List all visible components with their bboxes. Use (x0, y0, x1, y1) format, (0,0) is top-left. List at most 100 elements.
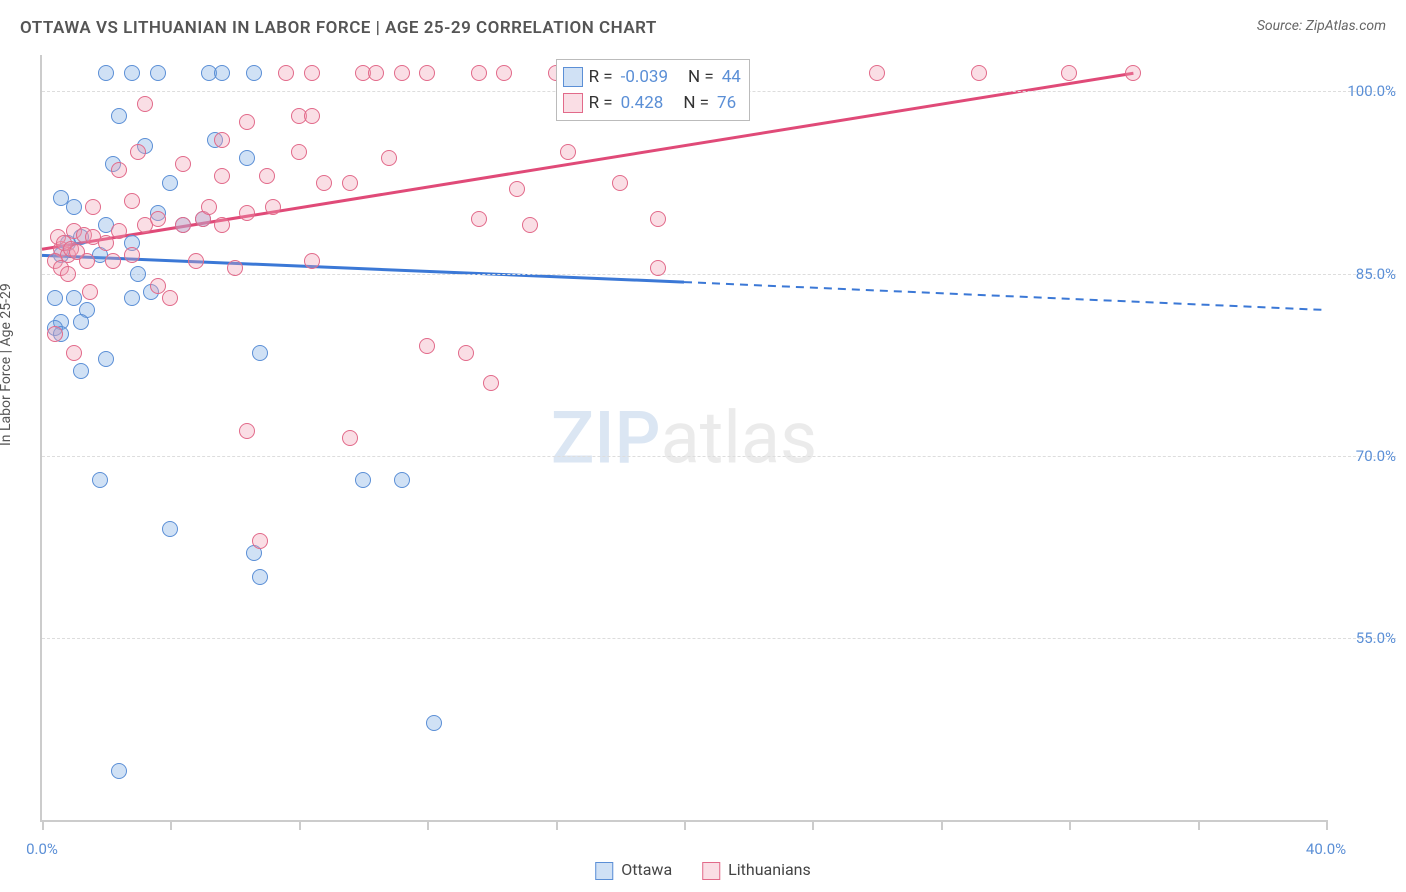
stats-row: R = 0.428 N = 76 (563, 90, 743, 116)
data-point (227, 260, 243, 276)
y-tick-label: 70.0% (1356, 447, 1396, 465)
data-point (560, 144, 576, 160)
data-point (239, 114, 255, 130)
data-point (342, 175, 358, 191)
x-tick (299, 820, 301, 830)
data-point (111, 223, 127, 239)
data-point (971, 65, 987, 81)
data-point (252, 569, 268, 585)
y-axis-label: In Labor Force | Age 25-29 (0, 283, 14, 446)
data-point (304, 65, 320, 81)
n-label: N = (688, 67, 714, 87)
data-point (869, 65, 885, 81)
r-label: R = (589, 93, 613, 113)
data-point (124, 290, 140, 306)
data-point (419, 338, 435, 354)
data-point (471, 65, 487, 81)
x-tick (556, 820, 558, 830)
data-point (471, 211, 487, 227)
legend-item-lithuanians: Lithuanians (702, 860, 811, 880)
data-point (105, 253, 121, 269)
data-point (60, 266, 76, 282)
bottom-legend: Ottawa Lithuanians (595, 860, 811, 880)
y-tick-label: 85.0% (1356, 265, 1396, 283)
data-point (304, 253, 320, 269)
data-point (394, 65, 410, 81)
data-point (252, 533, 268, 549)
data-point (291, 144, 307, 160)
swatch-icon (563, 93, 583, 113)
x-tick (941, 820, 943, 830)
stats-row: R = -0.039 N = 44 (563, 64, 743, 90)
x-tick (812, 820, 814, 830)
data-point (47, 326, 63, 342)
data-point (265, 199, 281, 215)
r-value: -0.039 (621, 67, 668, 87)
data-point (175, 217, 191, 233)
data-point (368, 65, 384, 81)
data-point (73, 314, 89, 330)
data-point (426, 715, 442, 731)
n-value: 44 (722, 67, 741, 87)
data-point (111, 162, 127, 178)
data-point (124, 247, 140, 263)
data-point (98, 65, 114, 81)
data-point (162, 290, 178, 306)
data-point (304, 108, 320, 124)
data-point (124, 65, 140, 81)
data-point (239, 150, 255, 166)
gridline (42, 274, 1396, 275)
data-point (1061, 65, 1077, 81)
data-point (259, 168, 275, 184)
data-point (419, 65, 435, 81)
x-tick (1326, 820, 1328, 830)
data-point (111, 763, 127, 779)
data-point (316, 175, 332, 191)
data-point (650, 260, 666, 276)
data-point (150, 278, 166, 294)
y-tick-label: 55.0% (1356, 629, 1396, 647)
data-point (150, 65, 166, 81)
y-tick-label: 100.0% (1347, 82, 1396, 100)
plot-area: ZIPatlas 55.0%70.0%85.0%100.0%0.0%40.0% … (40, 55, 1326, 822)
data-point (1125, 65, 1141, 81)
swatch-icon (563, 67, 583, 87)
data-point (124, 193, 140, 209)
legend-item-ottawa: Ottawa (595, 860, 672, 880)
data-point (239, 205, 255, 221)
data-point (278, 65, 294, 81)
data-point (214, 65, 230, 81)
x-tick (1198, 820, 1200, 830)
r-value: 0.428 (621, 93, 664, 113)
watermark: ZIPatlas (551, 395, 817, 480)
n-value: 76 (717, 93, 736, 113)
data-point (650, 211, 666, 227)
stats-legend: R = -0.039 N = 44 R = 0.428 N = 76 (556, 59, 750, 121)
source-label: Source: ZipAtlas.com (1257, 18, 1386, 34)
x-tick (427, 820, 429, 830)
data-point (150, 211, 166, 227)
gridline (42, 456, 1396, 457)
data-point (175, 156, 191, 172)
data-point (239, 423, 255, 439)
data-point (252, 345, 268, 361)
data-point (98, 351, 114, 367)
gridline (42, 638, 1396, 639)
data-point (522, 217, 538, 233)
data-point (66, 290, 82, 306)
r-label: R = (589, 67, 613, 87)
data-point (130, 266, 146, 282)
data-point (69, 244, 85, 260)
x-tick-label: 0.0% (26, 840, 58, 858)
data-point (98, 235, 114, 251)
data-point (188, 253, 204, 269)
x-tick (684, 820, 686, 830)
data-point (73, 363, 89, 379)
data-point (214, 168, 230, 184)
data-point (162, 175, 178, 191)
n-label: N = (683, 93, 709, 113)
data-point (47, 290, 63, 306)
data-point (496, 65, 512, 81)
data-point (85, 199, 101, 215)
data-point (483, 375, 499, 391)
